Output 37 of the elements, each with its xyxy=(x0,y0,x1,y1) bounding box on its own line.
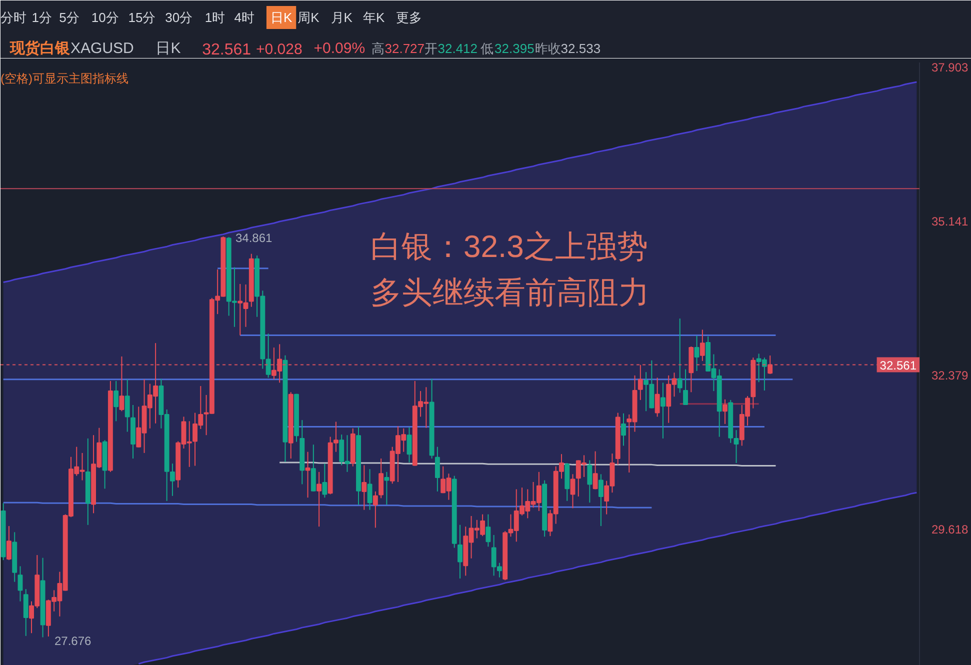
text: 年K xyxy=(362,10,385,25)
annotation: 白银：32.3之上强势 xyxy=(370,229,648,264)
text: 10分 xyxy=(91,10,119,25)
text: 32.561 xyxy=(202,42,252,58)
text: 32.727 xyxy=(384,41,425,56)
text: 4时 xyxy=(234,10,255,25)
chart-subtitle: XAGUSD xyxy=(70,40,134,57)
annotation: 多头继续看前高阻力 xyxy=(370,275,650,310)
text: 日K xyxy=(156,40,181,57)
text: 15分 xyxy=(128,10,156,25)
chart-title: 现货白银 xyxy=(8,40,71,57)
y-tick-label: 32.379 xyxy=(932,368,969,382)
text: 30分 xyxy=(165,10,193,25)
annotation: 34.861 xyxy=(236,231,273,245)
text: 日K xyxy=(270,10,292,25)
y-tick-label: 37.903 xyxy=(932,60,969,74)
text: +0.09% xyxy=(314,40,366,57)
text: 低 xyxy=(480,41,494,56)
ref-line-label: 32.561 xyxy=(880,358,917,372)
text: 月K xyxy=(330,10,353,25)
y-tick-label: 35.141 xyxy=(932,214,969,228)
text: 周K xyxy=(298,10,320,25)
text: +0.028 xyxy=(256,41,302,58)
text: 分时 xyxy=(0,10,26,25)
text: 32.395 xyxy=(494,41,534,56)
annotation: 27.676 xyxy=(54,634,92,648)
y-tick-label: 29.618 xyxy=(932,522,969,536)
text: 32.533 xyxy=(560,41,601,56)
text: 32.412 xyxy=(438,41,478,56)
text: 开 xyxy=(424,41,438,56)
text: 昨收 xyxy=(535,41,562,56)
text: 1分 xyxy=(32,10,52,25)
text: 高 xyxy=(372,41,385,56)
text: 更多 xyxy=(396,10,422,25)
text: 1时 xyxy=(204,10,226,25)
annotation: (空格)可显示主图指标线 xyxy=(0,72,128,86)
text: 5分 xyxy=(59,10,80,25)
